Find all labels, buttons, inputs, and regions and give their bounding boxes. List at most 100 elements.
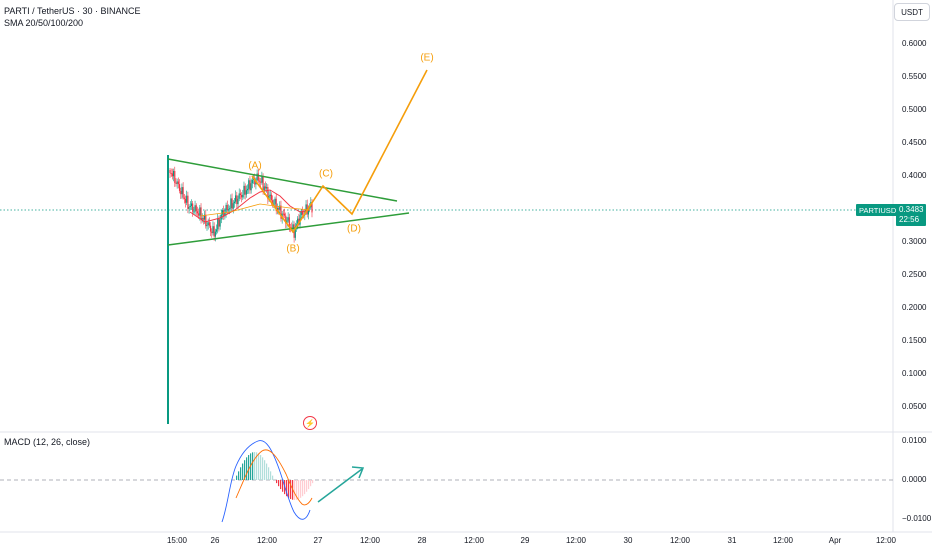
candle-body [190,203,193,206]
candle-body [292,224,294,229]
macd-bar [252,452,254,480]
macd-tick: 0.0000 [902,475,927,484]
candle-body [269,194,271,197]
macd-tick: −0.0100 [902,514,932,523]
macd-bar [302,480,304,497]
candle-body [206,225,208,227]
candle-body [250,183,252,191]
candle-body [214,231,216,237]
candle-body [301,211,304,215]
candle-body [212,226,214,234]
candle-body [286,220,288,224]
candle-body [205,214,207,227]
candle-body [273,203,275,205]
candle-body [282,213,284,215]
price-tick: 0.1000 [902,369,927,378]
price-tick: 0.6000 [902,39,927,48]
candle-body [283,213,286,216]
candle-body [272,200,274,205]
time-tick: 15:00 [166,536,188,545]
candle-body [238,193,240,199]
wave-path [251,69,428,234]
candle-body [235,195,237,202]
time-tick: 12:00 [463,536,485,545]
macd-bar [258,453,260,480]
candle-body [277,208,280,210]
macd-bar [306,480,308,492]
candle-body [231,198,233,209]
candle-body [261,176,263,183]
macd-bar [242,463,244,480]
candle-body [176,181,178,184]
symbol-title[interactable]: PARTI / TetherUS · 30 · BINANCE [4,6,141,16]
candle-body [213,226,215,237]
candle-body [189,205,191,208]
macd-bar [256,452,258,480]
macd-bar [238,471,240,480]
candle-body [180,190,182,195]
time-tick: 29 [520,536,530,545]
macd-arrow-head [351,466,365,479]
indicator-label[interactable]: SMA 20/50/100/200 [4,18,84,28]
macd-label[interactable]: MACD (12, 26, close) [4,437,91,447]
macd-bar [300,480,302,498]
macd-bar [294,480,296,500]
candle-body [204,214,206,220]
candle-body [251,180,253,184]
macd-bar [310,480,312,487]
price-tick: 0.3000 [902,237,927,246]
candle-body [170,173,172,174]
macd-histogram [236,452,314,500]
wave-label-e: (E) [420,52,434,64]
macd-bar [254,452,256,480]
time-tick: 12:00 [359,536,381,545]
candle-body [182,187,184,198]
price-tick: 0.5000 [902,105,927,114]
macd-bar [288,480,290,498]
candle-body [243,185,245,195]
macd-bar [304,480,306,495]
macd-bar [272,475,274,480]
time-tick: Apr [828,536,842,545]
candle-body [244,185,246,195]
candle-body [183,197,185,199]
time-tick: 28 [417,536,427,545]
candle-body [199,207,201,216]
macd-bar [312,480,314,484]
macd-tick: 0.0100 [902,436,927,445]
macd-bar [286,480,288,497]
candle-body [242,194,244,198]
candle-body [188,207,190,209]
candle-body [285,215,287,224]
macd-line [221,440,311,523]
time-tick: 12:00 [565,536,587,545]
macd-bar [296,480,298,500]
macd-bar [298,480,300,500]
lightning-icon[interactable]: ⚡ [303,416,317,430]
candle-body [287,217,289,221]
candle-body [171,173,173,177]
macd-bar [276,480,278,484]
macd-bar [278,480,280,487]
candle-body [275,198,277,211]
candle-body [240,195,243,198]
candle-body [218,218,220,227]
candle-body [177,181,179,185]
candle-body [236,195,238,205]
candle-body [211,231,213,234]
candle-body [224,212,226,217]
candle-body [279,205,281,210]
currency-button[interactable]: USDT [894,3,930,21]
wave-label-b: (B) [286,243,300,255]
macd-bar [290,480,292,500]
candle-body [249,180,251,191]
candle-body [245,190,247,195]
candle-body [198,213,200,216]
candle-body [300,211,302,216]
time-tick: 30 [623,536,633,545]
candle-body [202,218,205,220]
macd-bar [292,480,294,500]
sma-red-line [189,189,311,223]
price-tick: 0.0500 [902,402,927,411]
